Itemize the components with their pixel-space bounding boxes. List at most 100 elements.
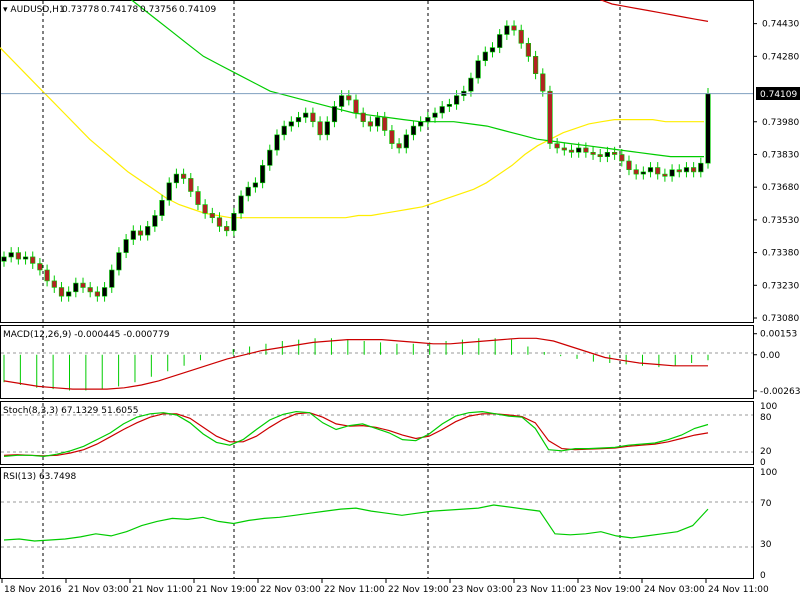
price-axis-tick-label: 0.73380 bbox=[762, 249, 799, 259]
symbol-timeframe: AUDUSD,H1 bbox=[10, 5, 64, 15]
price-axis-tick-label: 0.74280 bbox=[762, 52, 799, 62]
candle-body bbox=[554, 143, 560, 149]
candle-body bbox=[518, 29, 524, 44]
candle-body bbox=[669, 169, 675, 177]
stoch-axis-tick-label: 0 bbox=[760, 458, 766, 468]
candle-body bbox=[475, 60, 481, 79]
stoch-pane-title: Stoch(8,3,3) 67.1329 51.6055 bbox=[3, 406, 138, 416]
candle-body bbox=[123, 239, 129, 253]
candle-body bbox=[295, 117, 302, 123]
candle-body bbox=[453, 95, 460, 105]
stoch-axis-tick-label: 20 bbox=[760, 447, 772, 457]
candle-body bbox=[525, 42, 531, 57]
price-axis-tick-label: 0.73080 bbox=[762, 314, 799, 324]
candle-body bbox=[66, 291, 72, 297]
rsi-axis-tick-label: 0 bbox=[760, 571, 766, 581]
candle-body bbox=[432, 112, 438, 118]
time-axis-tick-label: 24 Nov 11:00 bbox=[708, 585, 769, 595]
rsi-axis-tick-label: 70 bbox=[760, 499, 772, 509]
candle-body bbox=[504, 25, 510, 35]
time-axis-tick-label: 22 Nov 19:00 bbox=[388, 585, 449, 595]
candle-body bbox=[209, 213, 215, 219]
candle-body bbox=[274, 134, 280, 151]
current-price-label: 0.74109 bbox=[760, 90, 797, 100]
time-axis-tick-label: 21 Nov 19:00 bbox=[196, 585, 257, 595]
candle-body bbox=[597, 154, 603, 158]
candle-body bbox=[418, 121, 424, 127]
candle-body bbox=[22, 256, 29, 260]
macd-pane-title: MACD(12,26,9) -0.000445 -0.000779 bbox=[3, 330, 170, 340]
candle-body bbox=[245, 186, 251, 197]
candle-body bbox=[633, 169, 639, 175]
candle-body bbox=[145, 226, 151, 236]
candle-body bbox=[690, 167, 697, 173]
candle-body bbox=[511, 25, 517, 31]
candle-body bbox=[410, 125, 417, 136]
candle-body bbox=[267, 149, 273, 166]
candle-body bbox=[583, 147, 589, 153]
price-axis-tick-label: 0.73830 bbox=[762, 150, 799, 160]
candle-body bbox=[87, 287, 93, 293]
candle-body bbox=[655, 167, 661, 175]
time-axis-tick-label: 22 Nov 03:00 bbox=[260, 585, 321, 595]
candle-body bbox=[51, 280, 57, 288]
price-axis-tick-label: 0.73980 bbox=[762, 118, 799, 128]
candle-body bbox=[439, 106, 445, 114]
rsi-axis-tick-label: 100 bbox=[760, 468, 777, 478]
rsi-axis-tick-label: 30 bbox=[760, 540, 772, 550]
candle-body bbox=[676, 169, 682, 173]
candle-body bbox=[468, 77, 474, 92]
stoch-series bbox=[3, 410, 709, 458]
candle-body bbox=[238, 195, 244, 214]
candle-body bbox=[152, 215, 158, 227]
candle-body bbox=[37, 263, 43, 271]
macd-signal-line bbox=[3, 337, 708, 390]
time-axis-tick-label: 23 Nov 03:00 bbox=[452, 585, 513, 595]
candle-body bbox=[561, 147, 567, 151]
candle-body bbox=[647, 167, 654, 173]
candle-body bbox=[611, 152, 618, 155]
ohlc-high: 0.74178 bbox=[101, 5, 138, 15]
candle-body bbox=[576, 147, 582, 153]
ohlc-close: 0.74109 bbox=[179, 5, 216, 15]
candle-body bbox=[259, 165, 266, 184]
candle-body bbox=[288, 121, 294, 127]
candle-body bbox=[353, 99, 359, 114]
candle-body bbox=[188, 178, 194, 192]
rsi-line bbox=[3, 504, 709, 542]
time-axis-tick-label: 23 Nov 11:00 bbox=[516, 585, 577, 595]
candle-body bbox=[497, 34, 503, 48]
time-axis-tick-label: 21 Nov 11:00 bbox=[132, 585, 193, 595]
candle-body bbox=[382, 117, 388, 131]
time-axis-tick-label: 18 Nov 2016 bbox=[4, 585, 62, 595]
current-price-marker bbox=[756, 87, 800, 100]
candle-body bbox=[8, 252, 14, 258]
candle-body bbox=[540, 73, 546, 92]
ohlc-open: 0.73778 bbox=[62, 5, 99, 15]
candle-body bbox=[640, 171, 646, 175]
macd-axis-tick-label: 0.00153 bbox=[760, 330, 797, 340]
candle-body bbox=[116, 252, 122, 271]
candle-body bbox=[346, 95, 352, 101]
price-axis-tick-label: 0.73680 bbox=[762, 183, 799, 193]
candle-body bbox=[303, 112, 309, 118]
candle-body bbox=[705, 93, 711, 164]
candle-body bbox=[626, 160, 632, 170]
candle-body bbox=[590, 152, 596, 155]
stoch-axis-tick-label: 100 bbox=[760, 402, 777, 412]
candle-body bbox=[252, 182, 259, 188]
price-pane-title: ▾ AUDUSD,H1 bbox=[3, 5, 65, 15]
candle-body bbox=[360, 112, 366, 122]
candle-body bbox=[281, 125, 287, 136]
stoch-axis-tick-label: 80 bbox=[760, 413, 772, 423]
time-axis-tick-label: 24 Nov 03:00 bbox=[644, 585, 705, 595]
day-separators bbox=[42, 1, 621, 578]
moving-averages bbox=[0, 0, 709, 219]
candle-body bbox=[604, 152, 610, 158]
candlesticks bbox=[1, 20, 711, 302]
candle-body bbox=[15, 252, 22, 260]
candle-body bbox=[173, 173, 180, 184]
macd-series bbox=[3, 337, 709, 391]
candle-body bbox=[662, 173, 668, 177]
ohlc-low: 0.73756 bbox=[140, 5, 177, 15]
